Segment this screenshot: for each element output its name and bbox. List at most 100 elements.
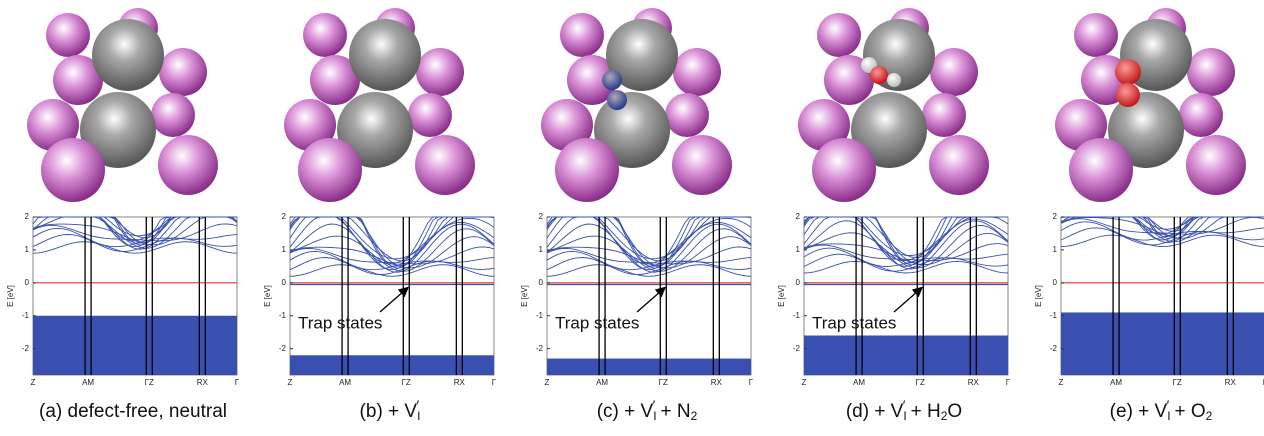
atom	[1116, 83, 1140, 107]
x-tick-label: ΓZ	[1173, 378, 1182, 387]
valence-band	[290, 355, 494, 375]
caption-text: (a) defect-free, neutral	[39, 401, 227, 422]
y-tick-label: 0	[539, 278, 544, 287]
y-tick-label: 0	[282, 278, 287, 287]
x-tick-label: AM	[339, 378, 351, 387]
figure: ZAMΓZRXΓ210-1-2E [eV](a) defect-free, ne…	[0, 0, 1264, 436]
atom	[416, 48, 464, 96]
x-tick-label: Z	[1059, 378, 1064, 387]
x-tick-label: RX	[454, 378, 466, 387]
caption-text: (c) + V	[597, 401, 654, 422]
x-tick-label: ΓZ	[402, 378, 411, 387]
x-tick-label: Z	[802, 378, 807, 387]
y-tick-label: -1	[536, 311, 544, 320]
atom	[298, 138, 362, 202]
y-axis-label: E [eV]	[6, 285, 15, 307]
atom	[930, 48, 978, 96]
atom	[408, 93, 452, 137]
x-tick-label: Z	[31, 378, 36, 387]
atom	[1115, 59, 1141, 85]
atom	[812, 138, 876, 202]
caption: (d) + VI′ + H2O	[846, 397, 962, 423]
y-tick-label: 1	[539, 245, 544, 254]
x-tick-label: ΓZ	[916, 378, 925, 387]
atom	[870, 66, 888, 84]
caption-sup: ′	[416, 397, 419, 413]
caption-text: + O	[1169, 401, 1205, 422]
y-axis-label: E [eV]	[263, 285, 272, 307]
x-tick-label: AM	[82, 378, 94, 387]
x-tick-label: RX	[711, 378, 723, 387]
atom	[92, 19, 164, 91]
y-tick-label: 2	[282, 212, 287, 221]
caption: (e) + VI′ + O2	[1110, 397, 1213, 423]
y-tick-label: -1	[22, 311, 30, 320]
atom	[1186, 135, 1246, 195]
atom	[555, 138, 619, 202]
atom	[887, 73, 901, 87]
y-tick-label: 0	[1053, 278, 1058, 287]
y-tick-label: -2	[1050, 344, 1058, 353]
y-tick-label: -1	[1050, 311, 1058, 320]
atom	[415, 135, 475, 195]
y-tick-label: 1	[1053, 245, 1058, 254]
atom	[665, 93, 709, 137]
valence-band	[33, 316, 237, 375]
y-tick-label: -2	[22, 344, 30, 353]
atom	[1187, 48, 1235, 96]
x-tick-label: AM	[1110, 378, 1122, 387]
atom	[1069, 138, 1133, 202]
x-tick-label: RX	[197, 378, 209, 387]
y-tick-label: 2	[25, 212, 30, 221]
atom	[158, 135, 218, 195]
x-tick-label: RX	[1225, 378, 1237, 387]
plot-area	[290, 217, 494, 375]
atom	[303, 13, 347, 57]
y-tick-label: -1	[793, 311, 801, 320]
atom	[673, 48, 721, 96]
atom	[922, 93, 966, 137]
caption-sub: 2	[691, 409, 698, 423]
y-tick-label: 2	[539, 212, 544, 221]
x-tick-label: Γ	[749, 378, 754, 387]
caption: (a) defect-free, neutral	[39, 401, 227, 422]
atom	[1074, 13, 1118, 57]
atom	[41, 138, 105, 202]
valence-band	[547, 359, 751, 375]
y-tick-label: -2	[279, 344, 287, 353]
x-tick-label: Γ	[492, 378, 497, 387]
caption: (c) + VI′ + N2	[597, 397, 698, 423]
atom	[349, 19, 421, 91]
valence-band	[804, 336, 1008, 376]
x-tick-label: AM	[853, 378, 865, 387]
atom	[151, 93, 195, 137]
atom	[1179, 93, 1223, 137]
x-tick-label: ΓZ	[659, 378, 668, 387]
caption-sub: 2	[1206, 409, 1213, 423]
y-tick-label: -2	[793, 344, 801, 353]
caption-text: O	[947, 401, 962, 422]
x-tick-label: Z	[545, 378, 550, 387]
y-tick-label: 2	[1053, 212, 1058, 221]
caption-text: (d) + V	[846, 401, 904, 422]
y-tick-label: 1	[25, 245, 30, 254]
page: {"axis":{"ylabel":"E [eV]","ylim":[-2.8,…	[0, 0, 1264, 436]
annotation: Trap states	[298, 313, 382, 332]
atom	[607, 90, 627, 110]
atom	[929, 135, 989, 195]
x-tick-label: Γ	[235, 378, 240, 387]
x-tick-label: ΓZ	[145, 378, 154, 387]
y-axis-label: E [eV]	[1034, 285, 1043, 307]
annotation: Trap states	[555, 313, 639, 332]
atom	[46, 13, 90, 57]
y-tick-label: -1	[279, 311, 287, 320]
plot-area	[547, 217, 751, 375]
atom	[560, 13, 604, 57]
y-tick-label: 1	[796, 245, 801, 254]
annotation: Trap states	[812, 313, 896, 332]
y-axis-label: E [eV]	[777, 285, 786, 307]
caption-text: (e) + V	[1110, 401, 1168, 422]
atom	[159, 48, 207, 96]
caption-text: + H	[905, 401, 940, 422]
atom	[672, 135, 732, 195]
